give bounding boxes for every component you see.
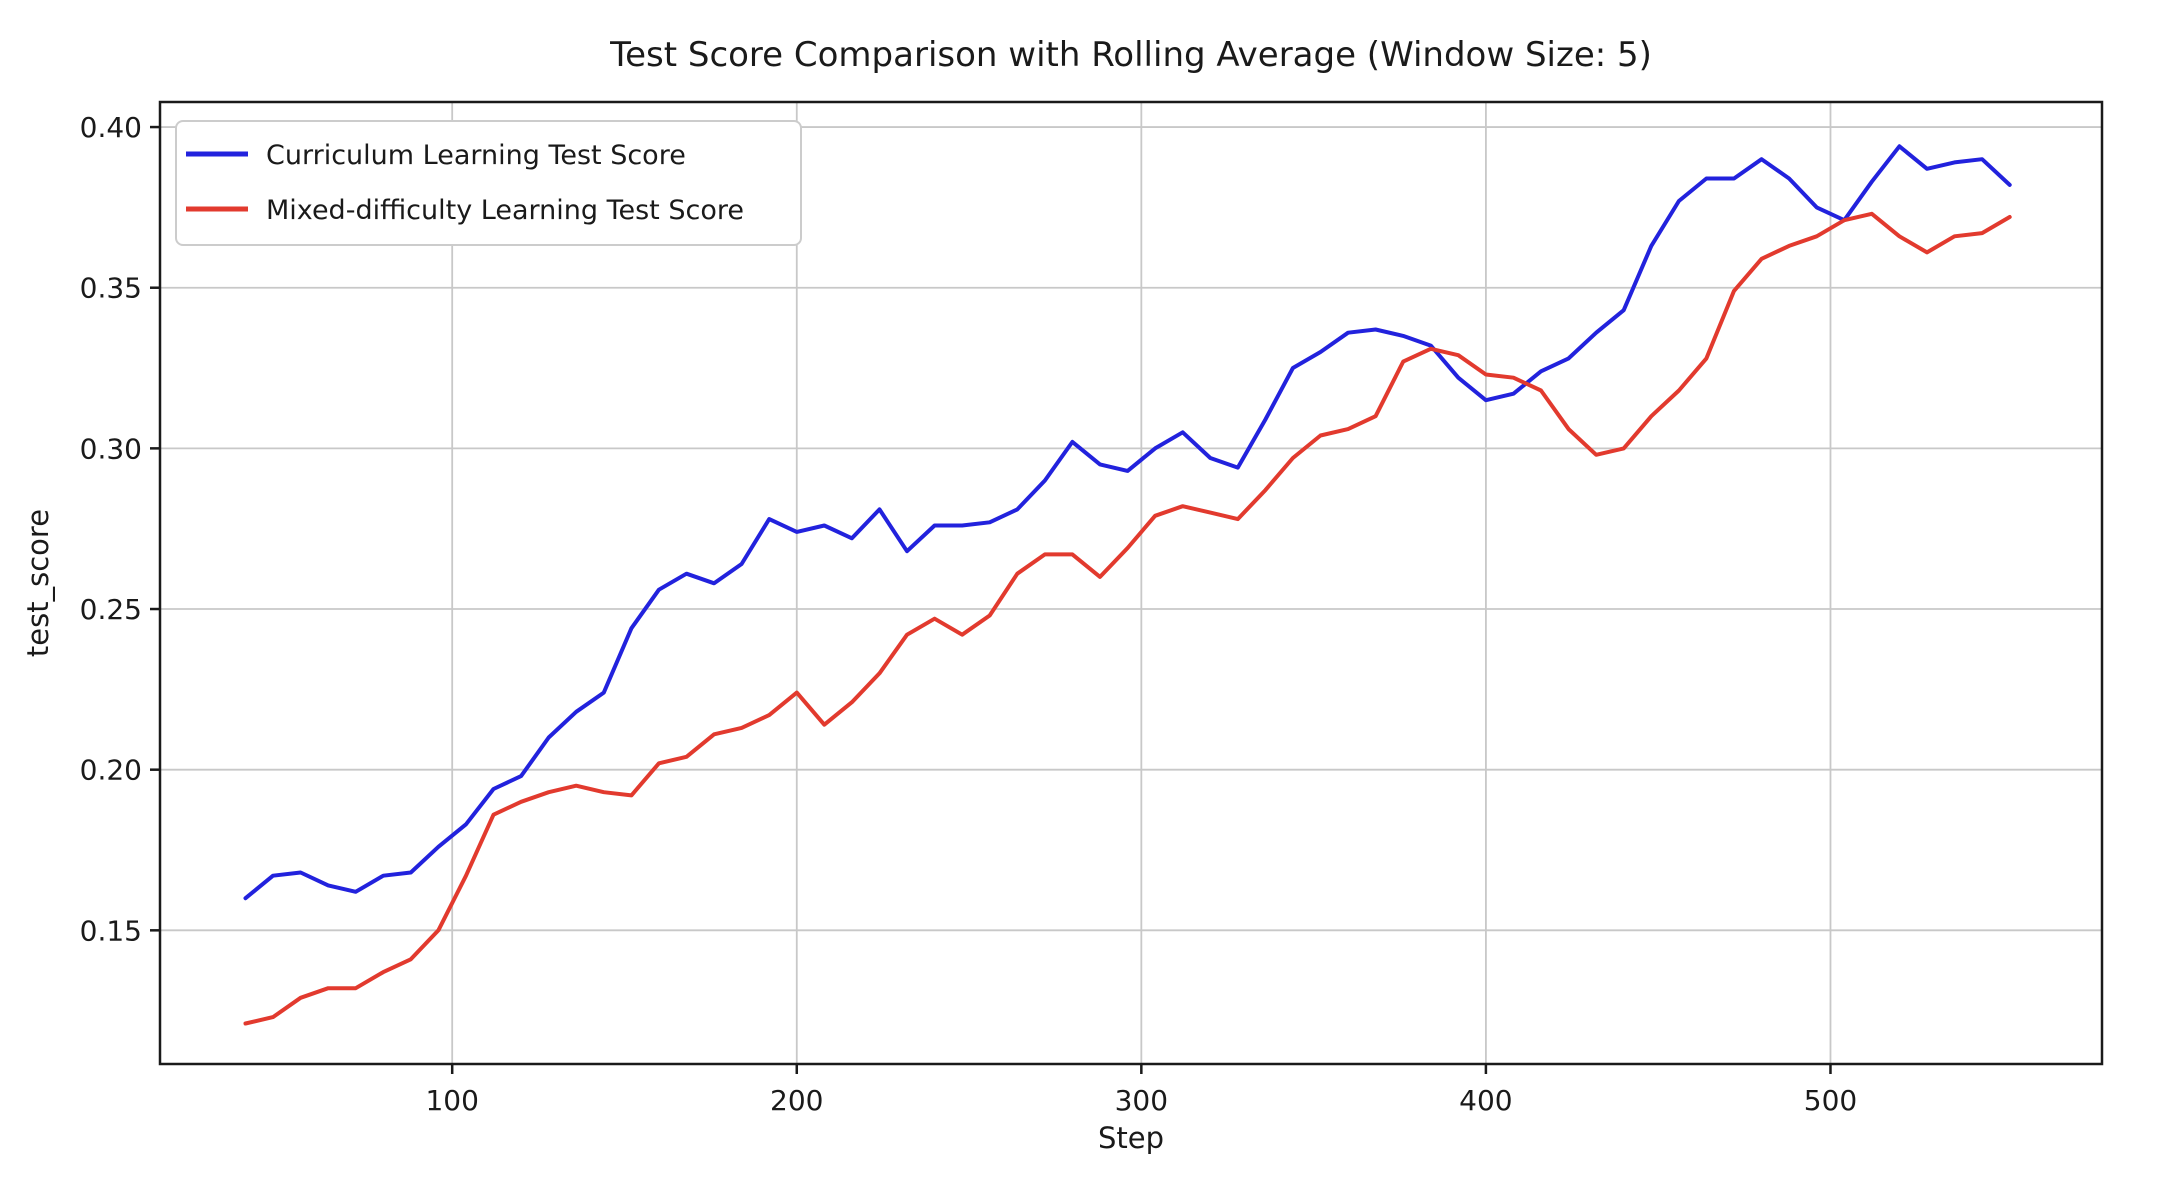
series-lines	[243, 144, 2012, 1026]
x-tick-label: 100	[425, 1084, 478, 1117]
y-tick-label: 0.20	[80, 754, 142, 787]
legend-box	[175, 120, 802, 246]
x-axis-label: Step	[1098, 1121, 1164, 1155]
grid-lines	[160, 102, 2102, 1064]
axis-ticks: 100 200 300 400 500 0.15 0.20 0.25 0.30 0.35 0.40	[80, 111, 1858, 1117]
legend-label-curriculum: Curriculum Learning Test Score	[266, 140, 686, 171]
x-tick-label: 200	[770, 1084, 823, 1117]
axes-frame	[158, 100, 2104, 1066]
legend: Curriculum Learning Test Score Mixed-dif…	[175, 120, 802, 246]
x-tick-label: 400	[1459, 1084, 1512, 1117]
y-tick-label: 0.35	[80, 272, 142, 305]
y-axis-label: test_score	[21, 509, 55, 657]
chart-title: Test Score Comparison with Rolling Avera…	[609, 35, 1652, 75]
legend-label-mixed: Mixed-difficulty Learning Test Score	[266, 195, 744, 226]
x-tick-label: 500	[1804, 1084, 1857, 1117]
series-line-0	[243, 144, 2012, 901]
y-tick-label: 0.25	[80, 593, 142, 626]
y-tick-label: 0.30	[80, 432, 142, 465]
y-tick-label: 0.15	[80, 914, 142, 947]
series-line-1	[243, 211, 2012, 1026]
x-tick-label: 300	[1115, 1084, 1168, 1117]
y-tick-label: 0.40	[80, 111, 142, 144]
